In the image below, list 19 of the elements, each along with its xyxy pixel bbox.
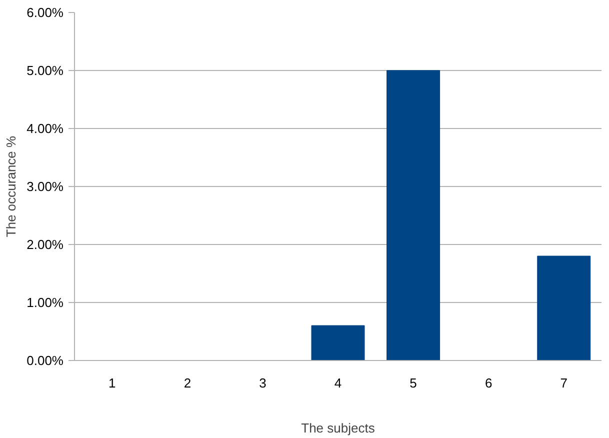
y-tick-label: 1.00% (26, 295, 64, 310)
bar (386, 70, 440, 360)
x-tick-label: 6 (484, 376, 492, 390)
x-tick-label: 7 (560, 376, 568, 390)
y-tick-label: 3.00% (26, 179, 64, 194)
y-tick-label: 2.00% (26, 237, 64, 252)
x-tick-label: 1 (108, 376, 116, 390)
bar (311, 325, 365, 360)
y-tick-label: 4.00% (26, 121, 64, 136)
y-tick-label: 6.00% (26, 5, 64, 20)
x-axis-title: The subjects (301, 420, 376, 436)
y-tick-label: 5.00% (26, 63, 64, 78)
y-axis-title: The occurance % (4, 135, 19, 238)
y-tick-label: 0.00% (26, 353, 64, 368)
bar (537, 256, 591, 360)
x-tick-label: 2 (184, 376, 192, 390)
x-tick-label: 4 (334, 376, 342, 390)
x-tick-label: 5 (410, 376, 417, 390)
x-tick-label: 3 (259, 376, 266, 390)
